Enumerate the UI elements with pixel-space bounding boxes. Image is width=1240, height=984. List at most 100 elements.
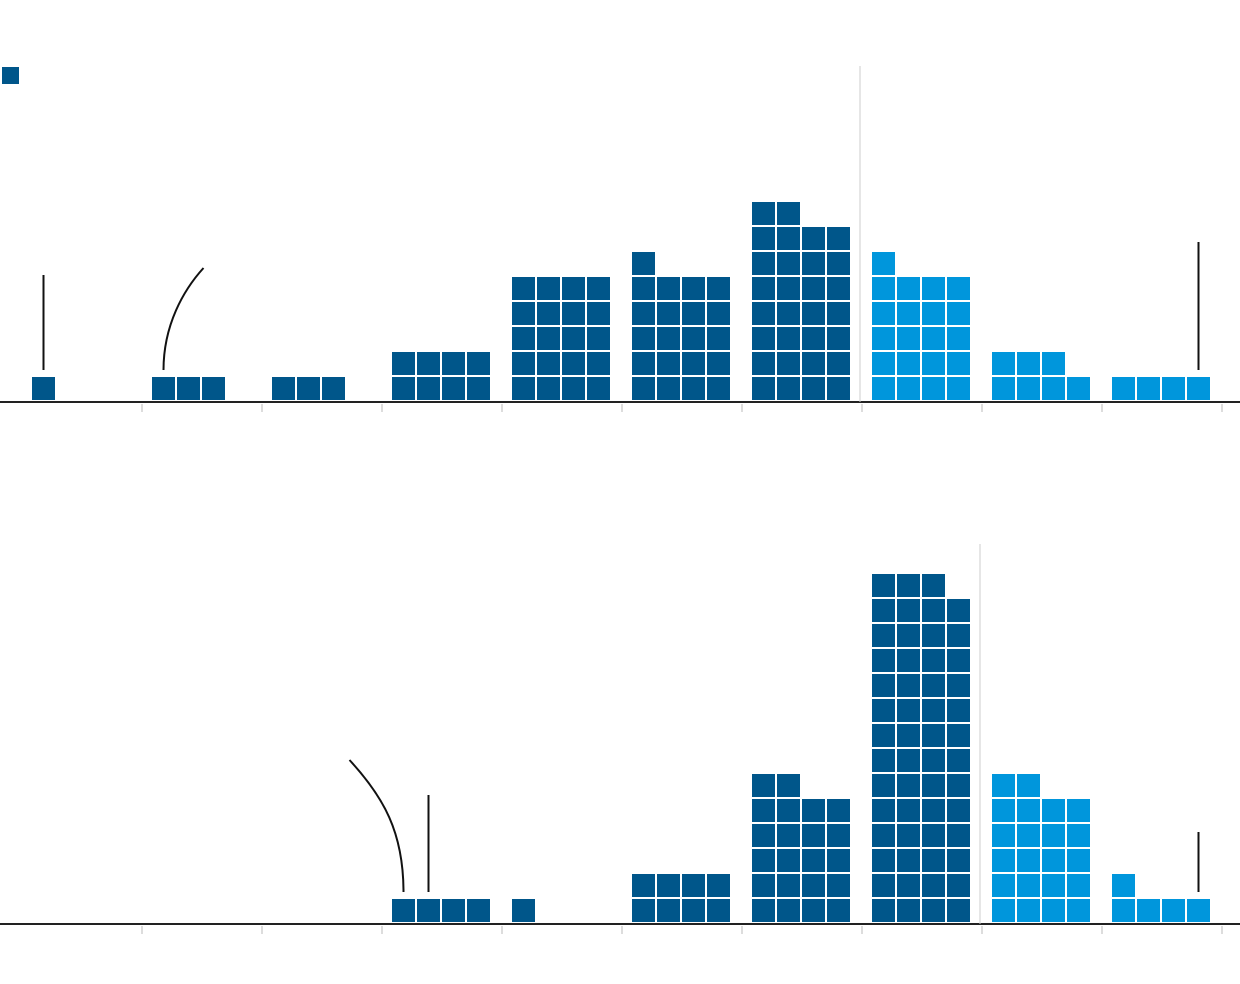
unit-square bbox=[897, 674, 920, 697]
unit-square bbox=[442, 377, 465, 400]
unit-square bbox=[897, 799, 920, 822]
unit-square bbox=[682, 899, 705, 922]
unit-square bbox=[872, 674, 895, 697]
unit-square bbox=[872, 252, 895, 275]
unit-square bbox=[442, 899, 465, 922]
unit-square bbox=[392, 352, 415, 375]
unit-square bbox=[1067, 849, 1090, 872]
unit-square bbox=[32, 377, 55, 400]
unit-square bbox=[897, 649, 920, 672]
panel-bottom bbox=[0, 544, 1240, 934]
unit-square bbox=[1042, 377, 1065, 400]
unit-square bbox=[802, 352, 825, 375]
unit-square bbox=[802, 302, 825, 325]
unit-square bbox=[992, 874, 1015, 897]
unit-square bbox=[922, 599, 945, 622]
unit-square bbox=[657, 327, 680, 350]
unit-square bbox=[827, 824, 850, 847]
unit-square bbox=[872, 899, 895, 922]
unit-square bbox=[682, 277, 705, 300]
unit-square bbox=[947, 302, 970, 325]
unit-square bbox=[632, 302, 655, 325]
unit-square bbox=[537, 352, 560, 375]
unit-square bbox=[922, 674, 945, 697]
unit-square bbox=[1187, 899, 1210, 922]
unit-square bbox=[752, 874, 775, 897]
unit-square bbox=[777, 352, 800, 375]
unit-square bbox=[1187, 377, 1210, 400]
unit-square bbox=[872, 649, 895, 672]
unit-square bbox=[562, 352, 585, 375]
legend-marker bbox=[2, 67, 19, 84]
unit-square bbox=[897, 352, 920, 375]
unit-square bbox=[802, 377, 825, 400]
unit-square bbox=[707, 377, 730, 400]
unit-square bbox=[897, 849, 920, 872]
unit-square bbox=[392, 377, 415, 400]
unit-square bbox=[1112, 874, 1135, 897]
unit-square bbox=[872, 749, 895, 772]
unit-square bbox=[802, 874, 825, 897]
unit-square bbox=[827, 227, 850, 250]
unit-square bbox=[1042, 352, 1065, 375]
unit-square bbox=[752, 227, 775, 250]
unit-square bbox=[922, 574, 945, 597]
unit-square bbox=[1017, 377, 1040, 400]
unit-square bbox=[872, 377, 895, 400]
unit-square bbox=[1137, 377, 1160, 400]
unit-square bbox=[1042, 824, 1065, 847]
unit-square bbox=[922, 649, 945, 672]
unit-square bbox=[922, 824, 945, 847]
unit-square bbox=[827, 302, 850, 325]
unit-square bbox=[922, 624, 945, 647]
unit-square bbox=[922, 749, 945, 772]
unit-square bbox=[947, 799, 970, 822]
unit-square bbox=[827, 899, 850, 922]
unit-square bbox=[777, 899, 800, 922]
unit-square bbox=[872, 352, 895, 375]
unit-square bbox=[802, 327, 825, 350]
unit-square bbox=[752, 327, 775, 350]
unit-square bbox=[587, 377, 610, 400]
unit-square bbox=[202, 377, 225, 400]
unit-square bbox=[1067, 377, 1090, 400]
unit-square bbox=[1042, 899, 1065, 922]
unit-square bbox=[777, 377, 800, 400]
unit-square bbox=[947, 749, 970, 772]
unit-square bbox=[392, 899, 415, 922]
unit-square bbox=[442, 352, 465, 375]
unit-square bbox=[897, 302, 920, 325]
unit-square bbox=[512, 899, 535, 922]
unit-square bbox=[752, 352, 775, 375]
unit-square bbox=[992, 352, 1015, 375]
unit-square bbox=[632, 277, 655, 300]
unit-square bbox=[827, 799, 850, 822]
unit-square bbox=[802, 277, 825, 300]
unit-square bbox=[992, 824, 1015, 847]
unit-square bbox=[992, 899, 1015, 922]
unit-square bbox=[777, 774, 800, 797]
unit-square bbox=[1067, 799, 1090, 822]
unit-square bbox=[682, 874, 705, 897]
unit-square bbox=[632, 899, 655, 922]
unit-square bbox=[922, 277, 945, 300]
unit-square bbox=[467, 899, 490, 922]
unit-square bbox=[827, 277, 850, 300]
unit-square bbox=[682, 302, 705, 325]
unit-square bbox=[632, 327, 655, 350]
unit-square bbox=[992, 377, 1015, 400]
unit-square bbox=[587, 352, 610, 375]
unit-square bbox=[272, 377, 295, 400]
unit-square bbox=[657, 899, 680, 922]
unit-square bbox=[947, 874, 970, 897]
unit-square bbox=[752, 849, 775, 872]
unit-square bbox=[512, 277, 535, 300]
unit-square bbox=[752, 302, 775, 325]
unit-square bbox=[657, 277, 680, 300]
unit-square bbox=[632, 377, 655, 400]
unit-square bbox=[512, 377, 535, 400]
unit-square bbox=[872, 699, 895, 722]
unit-square bbox=[922, 724, 945, 747]
unit-square bbox=[777, 799, 800, 822]
unit-square bbox=[707, 874, 730, 897]
